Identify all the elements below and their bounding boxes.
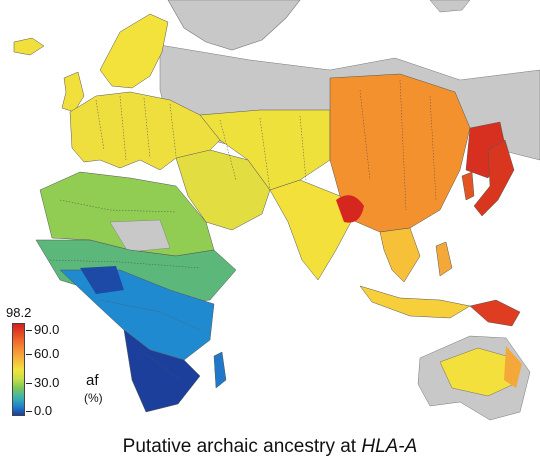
caption-text: Putative archaic ancestry at: [122, 436, 362, 457]
iceland: [13, 37, 45, 56]
sahara-nodata: [109, 219, 171, 253]
legend-variable-label: af: [86, 372, 99, 389]
scandinavia: [99, 13, 169, 89]
legend-tick-mark: [26, 411, 32, 412]
tibet-hotspot: [336, 195, 364, 223]
ancestry-map: [13, 0, 540, 421]
legend-tick-label: 60.0: [34, 346, 60, 361]
legend-max-label: 98.2: [6, 305, 32, 320]
legend-tick-mark: [26, 330, 32, 331]
caption-locus: HLA-A: [361, 436, 418, 457]
new-guinea: [469, 299, 521, 327]
japan: [473, 139, 515, 217]
country-borders: [49, 79, 437, 381]
legend-unit-label: (%): [84, 391, 103, 405]
legend-tick-label: 30.0: [34, 375, 60, 390]
east-asia: [329, 73, 471, 233]
australia-east: [504, 346, 522, 388]
se-asia: [379, 227, 421, 283]
philippines: [435, 241, 453, 277]
middle-east: [175, 149, 271, 231]
legend: 98.2 90.0 60.0 30.0 0.0 af (%): [6, 306, 116, 418]
madagascar: [213, 351, 227, 389]
figure-caption: Putative archaic ancestry at HLA-A: [0, 436, 540, 458]
arctic-island: [429, 0, 471, 13]
congo-core: [80, 266, 124, 294]
greenland: [167, 0, 301, 51]
legend-tick-label: 0.0: [34, 403, 53, 418]
indonesia: [359, 285, 471, 319]
southern-africa: [123, 329, 201, 413]
legend-tick-mark: [26, 354, 32, 355]
legend-color-bar: [12, 323, 25, 416]
legend-tick-mark: [26, 383, 32, 384]
legend-tick-label: 90.0: [34, 322, 60, 337]
india: [269, 179, 353, 281]
korea: [461, 171, 475, 201]
